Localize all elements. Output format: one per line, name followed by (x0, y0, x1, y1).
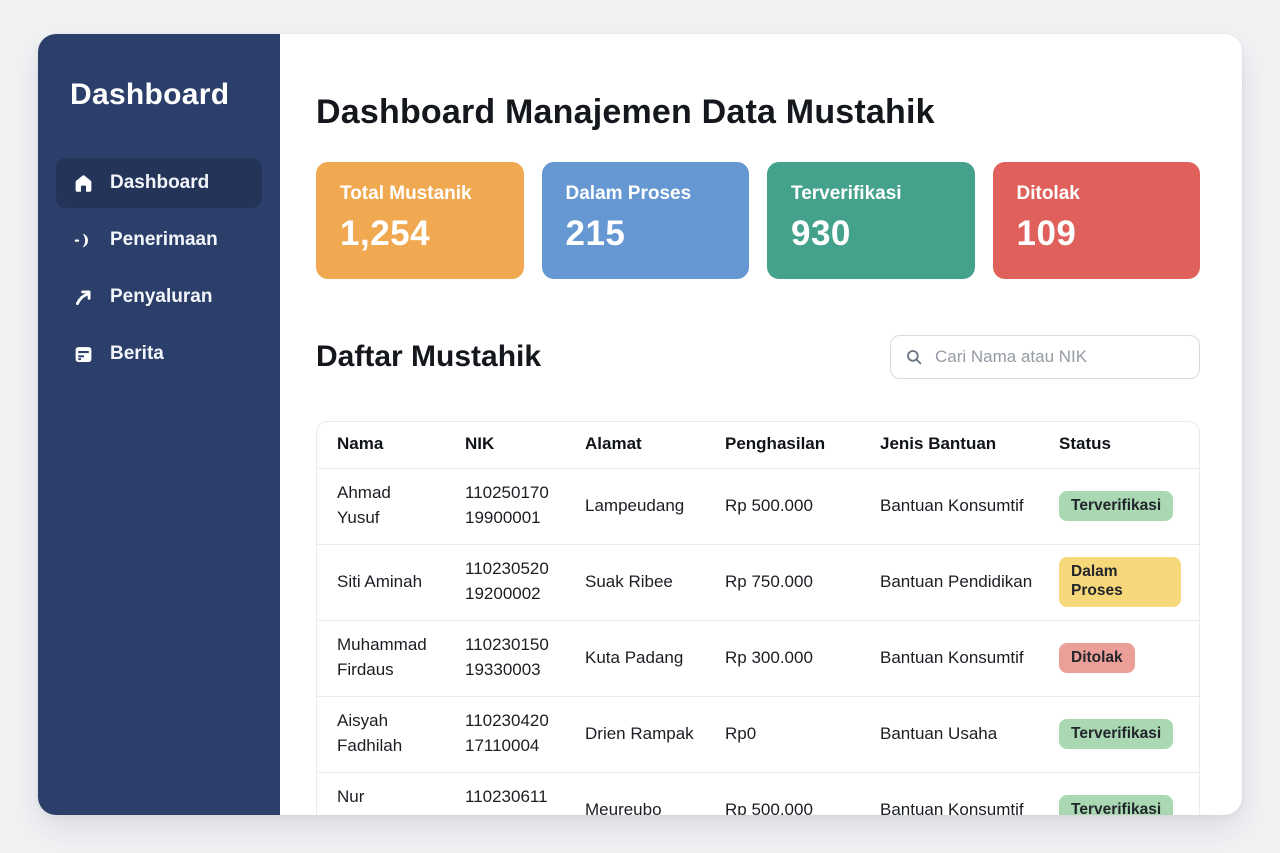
cell-nama: Nur Hidayat (337, 787, 395, 815)
main-content: Dashboard Manajemen Data Mustahik Total … (280, 34, 1242, 815)
stat-label: Dalam Proses (565, 182, 692, 204)
cell-penghasilan: Rp 300.000 (725, 647, 813, 667)
search-box (890, 334, 1200, 379)
table-row: Aisyah Fadhilah 110230420 17110004 Drien… (317, 695, 1199, 772)
cell-penghasilan: Rp 750.000 (725, 571, 813, 591)
table-row: Nur Hidayat 110230611 19850005 Meureubo … (317, 771, 1199, 815)
stat-card-terverifikasi: Terverifikasi 930 (767, 161, 975, 279)
col-header-nik: NIK (465, 434, 495, 454)
cell-nama: Siti Aminah (337, 571, 423, 591)
mustahik-table: Nama NIK Alamat Penghasilan Jenis Bantua… (316, 420, 1200, 815)
cell-nama: Muhammad Firdaus (337, 635, 427, 680)
cell-nik: 110250170 19900001 (465, 483, 549, 528)
stat-label: Ditolak (1016, 182, 1080, 204)
col-header-jenis: Jenis Bantuan (880, 434, 997, 454)
distribute-icon (72, 286, 94, 308)
table-header-row: Nama NIK Alamat Penghasilan Jenis Bantua… (317, 422, 1199, 468)
col-header-penghasilan: Penghasilan (725, 434, 826, 454)
sidebar-item-label: Penerimaan (110, 229, 218, 250)
cell-nama: Ahmad Yusuf (337, 483, 391, 528)
sidebar-item-penerimaan[interactable]: Penerimaan (56, 215, 262, 265)
sidebar-item-label: Berita (110, 343, 164, 364)
cell-nik: 110230420 17110004 (465, 711, 549, 756)
cell-jenis: Bantuan Usaha (880, 723, 998, 743)
status-badge: Ditolak (1059, 642, 1135, 674)
sidebar-item-berita[interactable]: Berita (56, 329, 262, 379)
stat-cards: Total Mustanik 1,254 Dalam Proses 215 Te… (316, 161, 1200, 279)
cell-nik: 110230520 19200002 (465, 559, 549, 604)
col-header-alamat: Alamat (585, 434, 642, 454)
table-row: Ahmad Yusuf 110250170 19900001 Lampeudan… (317, 467, 1199, 544)
stat-card-ditolak: Ditolak 109 (992, 161, 1200, 279)
sidebar-item-label: Dashboard (110, 172, 210, 193)
sidebar-item-dashboard[interactable]: Dashboard (56, 158, 262, 208)
stat-card-proses: Dalam Proses 215 (541, 161, 749, 279)
sidebar-title: Dashboard (70, 78, 230, 111)
sidebar-item-penyaluran[interactable]: Penyaluran (56, 272, 262, 322)
col-header-nama: Nama (337, 434, 384, 454)
cell-jenis: Bantuan Konsumtif (880, 647, 1024, 667)
cell-penghasilan: Rp 500.000 (725, 495, 813, 515)
status-badge: Terverifikasi (1059, 490, 1174, 522)
app-window: Dashboard Dashboard Penerimaan (38, 34, 1242, 815)
sidebar: Dashboard Dashboard Penerimaan (38, 34, 280, 815)
cell-nama: Aisyah Fadhilah (337, 711, 403, 756)
cell-jenis: Bantuan Pendidikan (880, 571, 1033, 591)
table-row: Muhammad Firdaus 110230150 19330003 Kuta… (317, 619, 1199, 696)
cell-nik: 110230150 19330003 (465, 635, 549, 680)
status-badge: Terverifikasi (1059, 718, 1174, 750)
stat-label: Total Mustanik (340, 182, 472, 204)
cell-alamat: Suak Ribee (585, 571, 673, 591)
cell-alamat: Drien Rampak (585, 723, 694, 743)
cell-nik: 110230611 19850005 (465, 787, 548, 815)
receive-icon (72, 229, 94, 251)
cell-penghasilan: Rp0 (725, 723, 757, 743)
status-badge: Terverifikasi (1059, 794, 1174, 815)
stat-value: 1,254 (340, 213, 431, 253)
list-title: Daftar Mustahik (316, 339, 542, 373)
cell-alamat: Lampeudang (585, 495, 685, 515)
home-icon (72, 172, 94, 194)
search-input[interactable] (933, 345, 1185, 368)
news-icon (72, 343, 94, 365)
stat-label: Terverifikasi (791, 182, 902, 204)
stat-card-total: Total Mustanik 1,254 (316, 161, 524, 279)
page-title: Dashboard Manajemen Data Mustahik (316, 92, 935, 131)
table-row: Siti Aminah 110230520 19200002 Suak Ribe… (317, 543, 1199, 620)
search-icon (907, 349, 922, 364)
stat-value: 215 (565, 213, 626, 253)
status-badge: Dalam Proses (1059, 557, 1181, 607)
cell-alamat: Meureubo (585, 799, 662, 815)
cell-alamat: Kuta Padang (585, 647, 684, 667)
stat-value: 930 (791, 213, 851, 253)
sidebar-item-label: Penyaluran (110, 286, 213, 307)
col-header-status: Status (1059, 434, 1111, 454)
list-header: Daftar Mustahik (316, 315, 1200, 399)
cell-jenis: Bantuan Konsumtif (880, 495, 1024, 515)
cell-penghasilan: Rp 500.000 (725, 799, 813, 815)
stat-value: 109 (1016, 213, 1077, 253)
sidebar-nav: Dashboard Penerimaan P (56, 158, 262, 379)
cell-jenis: Bantuan Konsumtif (880, 799, 1024, 815)
